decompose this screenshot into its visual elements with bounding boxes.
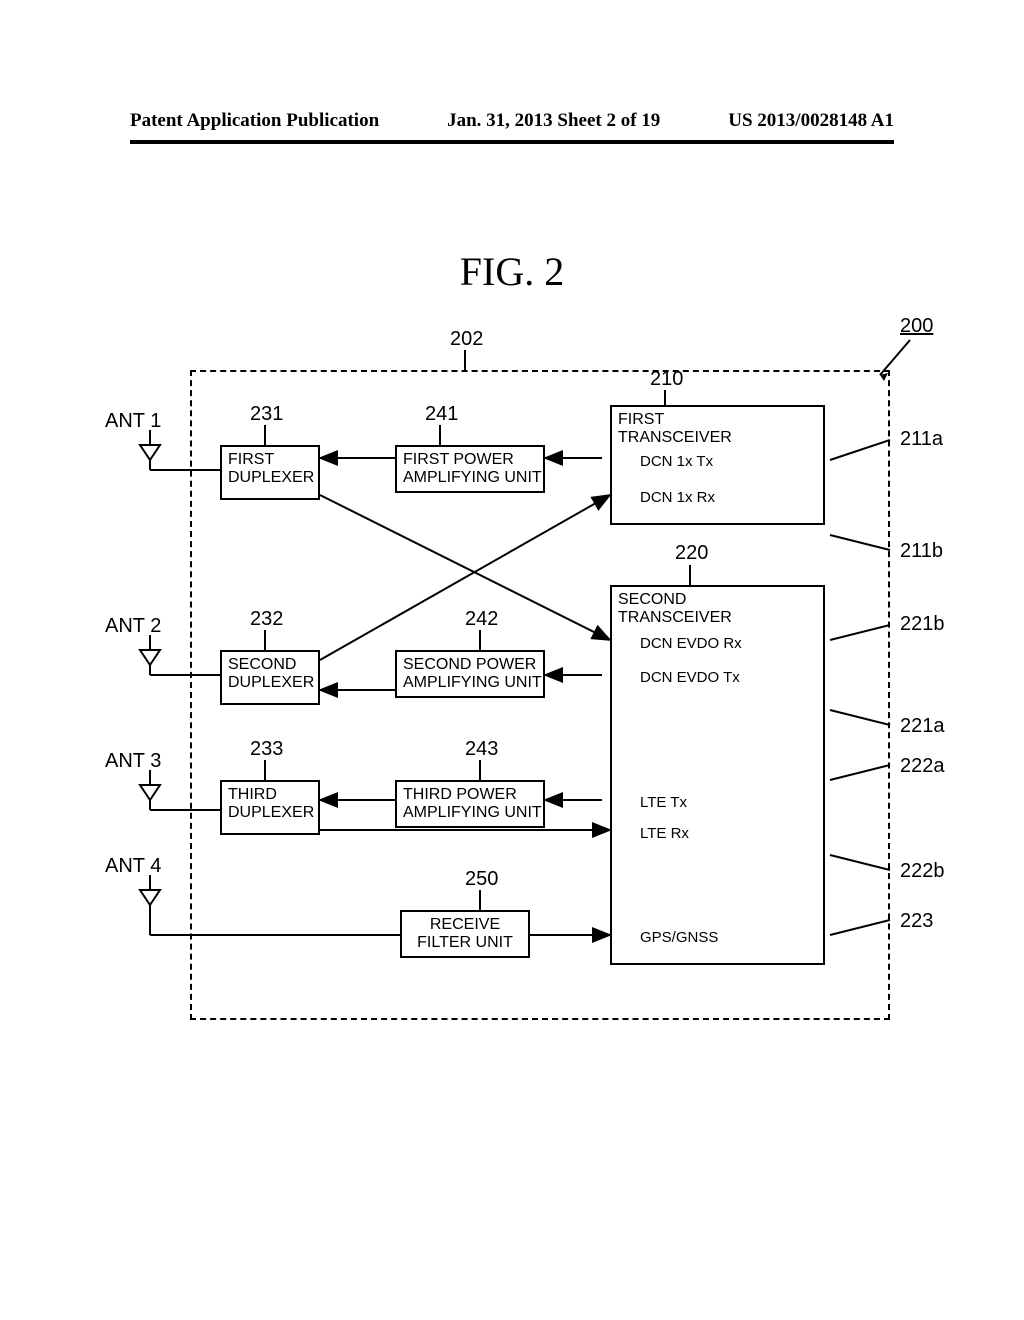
ref-220: 220 [675, 542, 708, 565]
ant2-label: ANT 2 [105, 615, 161, 638]
port-gps: GPS/GNSS [640, 929, 718, 946]
ref-200: 200 [900, 315, 933, 338]
port-evdo-tx: DCN EVDO Tx [640, 669, 740, 686]
port-dcn1x-rx: DCN 1x Rx [640, 489, 715, 506]
header-right: US 2013/0028148 A1 [728, 110, 894, 132]
ref-250: 250 [465, 868, 498, 891]
ant1-label: ANT 1 [105, 410, 161, 433]
ref-221b: 221b [900, 613, 945, 636]
port-evdo-rx: DCN EVDO Rx [640, 635, 742, 652]
first-transceiver-label: FIRST TRANSCEIVER [618, 411, 817, 448]
ref-211a: 211a [900, 428, 943, 451]
ref-223: 223 [900, 910, 933, 933]
ant4-label: ANT 4 [105, 855, 161, 878]
receive-filter-box: RECEIVE FILTER UNIT [400, 910, 530, 958]
second-duplexer-box: SECOND DUPLEXER [220, 650, 320, 705]
port-lte-rx: LTE Rx [640, 825, 689, 842]
figure-title: FIG. 2 [0, 248, 1024, 295]
ref-231: 231 [250, 403, 283, 426]
second-transceiver-label: SECOND TRANSCEIVER [618, 591, 817, 628]
second-pa-box: SECOND POWER AMPLIFYING UNIT [395, 650, 545, 698]
ref-202: 202 [450, 328, 483, 351]
ref-242: 242 [465, 608, 498, 631]
ref-243: 243 [465, 738, 498, 761]
header-center: Jan. 31, 2013 Sheet 2 of 19 [447, 110, 660, 132]
third-duplexer-box: THIRD DUPLEXER [220, 780, 320, 835]
ant3-label: ANT 3 [105, 750, 161, 773]
ref-210: 210 [650, 368, 683, 391]
ref-222b: 222b [900, 860, 945, 883]
header-rule [130, 140, 894, 144]
second-transceiver-box: SECOND TRANSCEIVER DCN EVDO Rx DCN EVDO … [610, 585, 825, 965]
ref-241: 241 [425, 403, 458, 426]
first-transceiver-box: FIRST TRANSCEIVER DCN 1x Tx DCN 1x Rx [610, 405, 825, 525]
first-duplexer-box: FIRST DUPLEXER [220, 445, 320, 500]
ref-232: 232 [250, 608, 283, 631]
first-pa-box: FIRST POWER AMPLIFYING UNIT [395, 445, 545, 493]
third-pa-box: THIRD POWER AMPLIFYING UNIT [395, 780, 545, 828]
ref-221a: 221a [900, 715, 945, 738]
ref-233: 233 [250, 738, 283, 761]
ref-211b: 211b [900, 540, 943, 563]
port-dcn1x-tx: DCN 1x Tx [640, 453, 713, 470]
port-lte-tx: LTE Tx [640, 794, 687, 811]
header-left: Patent Application Publication [130, 110, 379, 132]
ref-222a: 222a [900, 755, 945, 778]
diagram: FIRST TRANSCEIVER DCN 1x Tx DCN 1x Rx SE… [110, 310, 910, 1030]
